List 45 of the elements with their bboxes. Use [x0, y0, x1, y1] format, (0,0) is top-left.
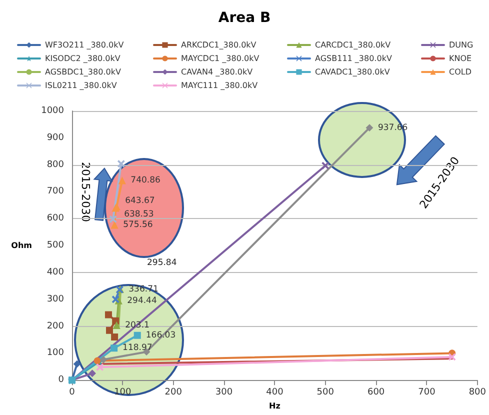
x-axis-title: Hz — [269, 402, 281, 410]
legend-label: ARKCDC1_380.0kV — [181, 40, 257, 50]
y-tick-label: 0 — [58, 375, 64, 386]
data-label: 166.03 — [146, 330, 176, 340]
legend-label: CARCDC1_380.0kV — [315, 40, 392, 50]
annotation: 295.84 — [147, 258, 177, 268]
legend-label: COLD — [449, 68, 472, 76]
y-tick-label: 1000 — [41, 106, 64, 116]
x-tick-label: 700 — [418, 388, 436, 398]
legend-label: KISODC2 _380.0kV — [45, 54, 121, 63]
x-tick-label: 0 — [69, 388, 76, 398]
chart-title: Area B — [218, 10, 271, 26]
legend-label: CAVAN4 _380.0kV — [181, 68, 254, 76]
legend-label: MAYCDC1 _380.0kV — [181, 54, 260, 63]
y-tick-label: 500 — [46, 240, 64, 251]
legend-label: CAVADC1_380.0kV — [315, 68, 390, 76]
x-tick-label: 400 — [266, 388, 284, 398]
y-tick-label: 400 — [46, 267, 64, 278]
y-tick-label: 800 — [46, 160, 64, 170]
y-axis-title: Ohm — [11, 241, 32, 250]
data-label: 740.86 — [130, 176, 160, 186]
annotation: 2015-2030 — [78, 162, 92, 222]
legend-label: KNOE — [449, 54, 472, 63]
y-tick-label: 600 — [46, 214, 64, 224]
y-tick-label: 900 — [46, 132, 64, 143]
y-tick-label: 700 — [46, 186, 64, 197]
data-label: 294.44 — [127, 296, 157, 306]
x-tick-label: 600 — [367, 388, 385, 398]
data-label: 643.67 — [125, 196, 155, 206]
legend-label: DUNG — [449, 40, 474, 50]
legend-label: AGSBDC1_380.0kV — [45, 68, 122, 76]
y-tick-label: 300 — [46, 294, 64, 304]
x-tick-label: 300 — [215, 388, 233, 398]
y-tick-label: 200 — [46, 321, 64, 332]
data-label: 638.53 — [124, 209, 154, 220]
x-tick-label: 500 — [316, 388, 334, 398]
x-tick-label: 200 — [164, 388, 182, 398]
y-tick-label: 100 — [46, 348, 64, 358]
x-tick-label: 800 — [468, 388, 486, 398]
legend-label: MAYC111 _380.0kV — [181, 81, 258, 90]
data-label: 118.97 — [122, 343, 152, 354]
legend-label: ISL0211 _380.0kV — [45, 81, 118, 90]
data-label: 575.56 — [123, 220, 153, 230]
legend-label: AGSB111 _380.0kV — [315, 54, 392, 63]
legend-label: WF3O211 _380.0kV — [45, 40, 124, 50]
